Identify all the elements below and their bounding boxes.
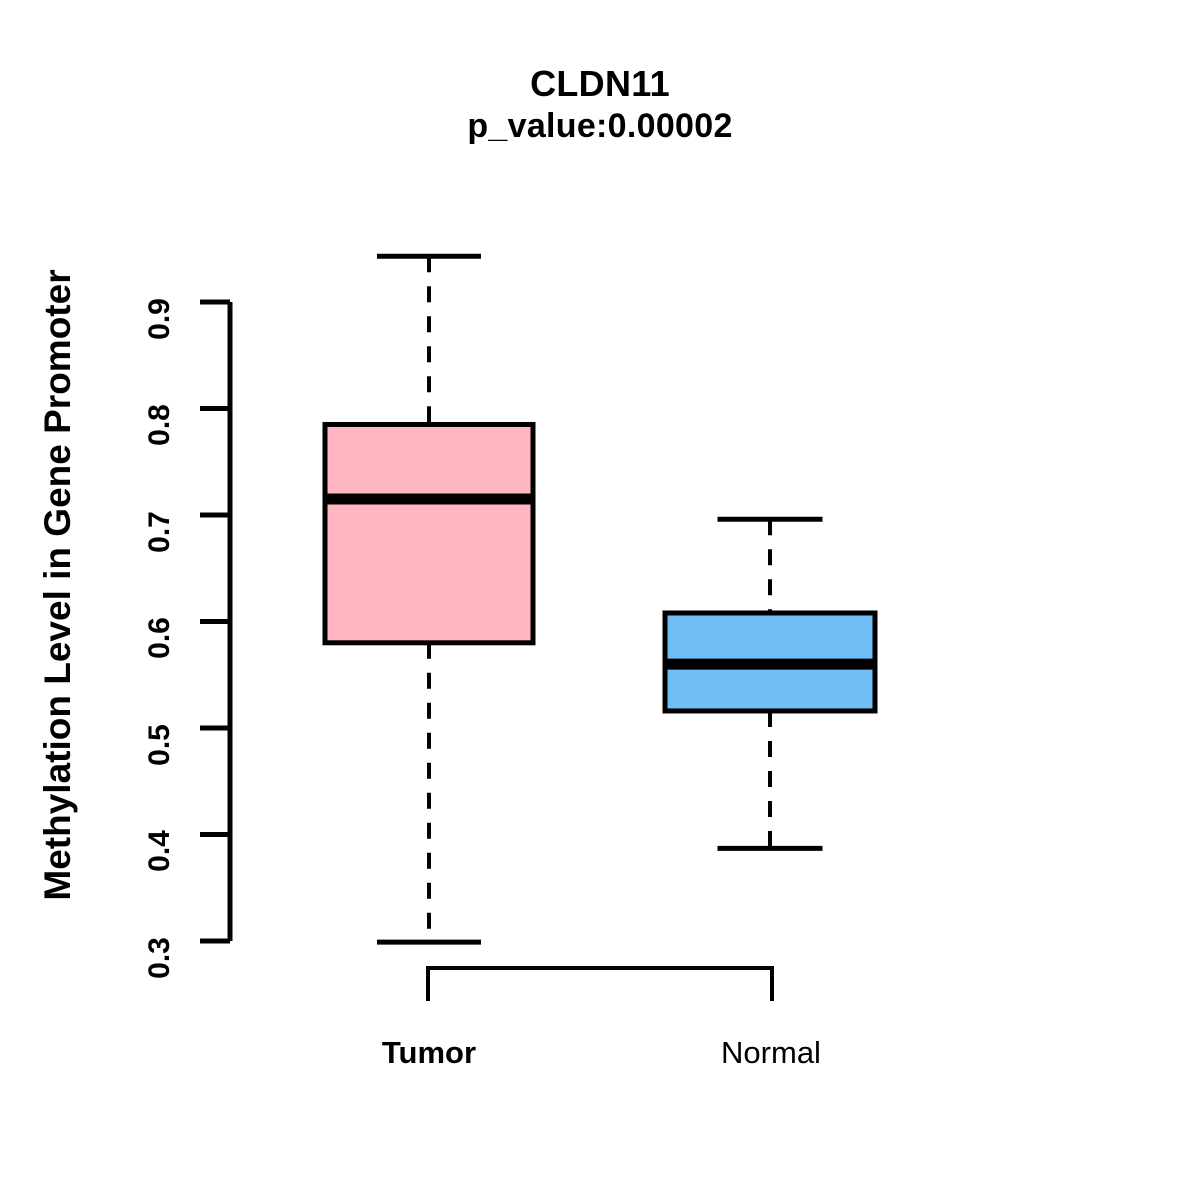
comparison-bracket bbox=[426, 966, 774, 1001]
box-normal bbox=[662, 516, 878, 851]
box-rect-tumor bbox=[322, 421, 536, 646]
comparison-bracket-path bbox=[426, 966, 774, 1001]
box-series bbox=[322, 253, 878, 945]
y-axis bbox=[200, 299, 233, 944]
x-category-label-tumor: Tumor bbox=[381, 1035, 477, 1070]
chart-subtitle-pvalue: p_value:0.00002 bbox=[467, 106, 733, 145]
box-tumor bbox=[322, 253, 536, 945]
x-category-label-normal: Normal bbox=[721, 1035, 821, 1070]
page-title: CLDN11 bbox=[530, 63, 670, 104]
chart-title-block: CLDN11 p_value:0.00002 bbox=[0, 62, 1200, 147]
